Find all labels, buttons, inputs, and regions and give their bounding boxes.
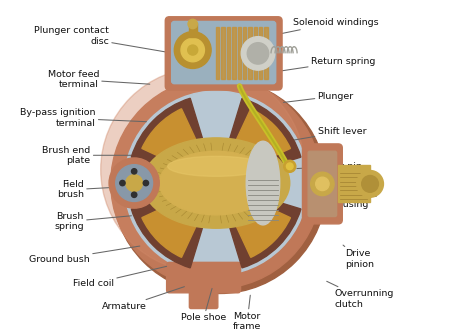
Bar [189,23,197,37]
Text: Pivot pin: Pivot pin [297,162,362,171]
Wedge shape [216,109,291,183]
FancyBboxPatch shape [308,151,337,216]
Circle shape [286,163,293,170]
Circle shape [310,172,334,196]
Ellipse shape [168,156,264,176]
Wedge shape [131,183,216,268]
Circle shape [174,32,211,69]
Circle shape [247,43,269,64]
Circle shape [188,19,197,29]
Bar [216,28,219,79]
Bar [264,28,268,79]
Text: Shift lever: Shift lever [286,127,366,141]
FancyBboxPatch shape [165,17,282,90]
Text: Solenoid windings: Solenoid windings [257,18,379,39]
Circle shape [126,175,143,192]
Text: Pole shoe: Pole shoe [181,288,227,323]
Text: Ground bush: Ground bush [29,246,140,263]
Text: Field coil: Field coil [73,266,166,288]
FancyBboxPatch shape [302,144,342,224]
Wedge shape [216,183,291,257]
Wedge shape [216,98,301,183]
Text: Brush end
plate: Brush end plate [42,145,138,165]
Text: Motor feed
terminal: Motor feed terminal [47,70,150,89]
Circle shape [316,177,329,191]
Text: Field
brush: Field brush [57,180,130,200]
Wedge shape [142,109,216,183]
Ellipse shape [159,151,273,215]
Bar [221,28,225,79]
Text: Plunger: Plunger [283,91,354,102]
Circle shape [112,79,327,293]
Circle shape [143,180,148,186]
Text: By-pass ignition
terminal: By-pass ignition terminal [20,108,146,127]
Text: Drive end
housing: Drive end housing [312,190,377,209]
Bar [237,28,241,79]
Circle shape [356,170,383,197]
Text: Brush
spring: Brush spring [55,212,131,231]
Circle shape [116,165,153,202]
Bar [243,28,246,79]
Circle shape [131,192,137,198]
Bar [338,166,370,202]
Bar [227,28,230,79]
Text: Plunger contact
disc: Plunger contact disc [34,26,166,52]
Text: Armature: Armature [102,287,184,311]
Circle shape [284,160,296,172]
Wedge shape [216,183,301,268]
Ellipse shape [143,138,290,228]
FancyBboxPatch shape [172,22,276,84]
Circle shape [241,37,275,70]
Circle shape [111,78,321,289]
Circle shape [131,169,137,174]
Wedge shape [131,98,216,183]
Bar [254,28,257,79]
Circle shape [109,158,159,208]
Text: Drive
pinion: Drive pinion [343,245,374,269]
Bar [248,28,252,79]
Circle shape [120,180,125,186]
Circle shape [100,68,305,272]
Circle shape [188,45,198,55]
FancyBboxPatch shape [167,262,241,293]
FancyBboxPatch shape [190,287,218,308]
Circle shape [181,38,204,62]
Text: Overrunning
clutch: Overrunning clutch [327,281,393,309]
Bar [232,28,236,79]
Circle shape [362,175,378,192]
Ellipse shape [246,141,280,225]
Text: Return spring: Return spring [279,57,375,71]
Bar [259,28,262,79]
Text: Motor
frame: Motor frame [233,295,262,331]
Wedge shape [142,183,216,257]
Circle shape [124,91,308,275]
